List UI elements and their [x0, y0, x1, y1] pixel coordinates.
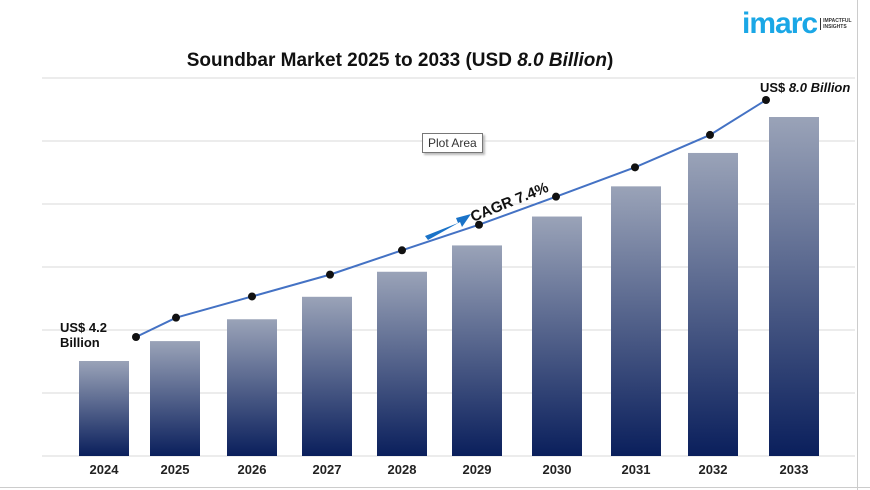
x-tick-label: 2033: [780, 462, 809, 477]
bar-2029: [452, 245, 502, 456]
bar-2030: [532, 216, 582, 456]
bar-2032: [688, 152, 738, 457]
frame-border: [857, 0, 858, 490]
x-tick-label: 2031: [622, 462, 651, 477]
plot-area-tooltip: Plot Area: [422, 133, 483, 153]
cagr-arrow: [425, 214, 471, 240]
trend-point-2029: [475, 220, 483, 229]
trend-point-2032: [706, 130, 714, 139]
trend-line: [135, 99, 767, 338]
trend-point-2025: [172, 313, 180, 322]
x-tick-label: 2032: [699, 462, 728, 477]
bar-2031: [611, 186, 661, 457]
trend-point-2031: [631, 163, 639, 172]
x-tick-label: 2027: [313, 462, 342, 477]
bar-2027: [302, 296, 352, 456]
bar-2025: [150, 341, 200, 456]
trend-point-2026: [248, 292, 256, 301]
x-tick-label: 2024: [90, 462, 120, 477]
x-tick-label: 2028: [388, 462, 417, 477]
x-tick-label: 2026: [238, 462, 267, 477]
x-tick-label: 2029: [463, 462, 492, 477]
bar-2024: [79, 361, 129, 456]
trend-point-2028: [398, 246, 406, 255]
trend-point-2024: [132, 333, 140, 341]
imarc-logo: imarc IMPACTFUL INSIGHTS: [742, 7, 863, 41]
x-tick-label: 2030: [543, 462, 572, 477]
trend-point-2033: [762, 96, 770, 104]
bar-2026: [227, 319, 277, 456]
end-value-label: US$ 8.0 Billion: [760, 80, 851, 95]
chart-title: Soundbar Market 2025 to 2033 (USD 8.0 Bi…: [186, 50, 614, 71]
start-value-label: US$ 4.2 Billion: [60, 320, 107, 350]
bar-2028: [377, 271, 427, 456]
frame-border: [0, 487, 870, 488]
trend-point-2030: [552, 192, 560, 201]
x-tick-label: 2025: [161, 462, 190, 477]
trend-point-2027: [326, 270, 334, 279]
bar-2033: [769, 117, 819, 456]
